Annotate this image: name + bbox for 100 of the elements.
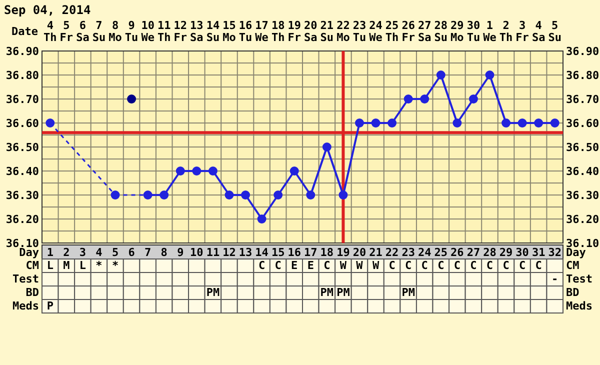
- text: *: [96, 259, 102, 272]
- text: C: [518, 259, 526, 272]
- x2-tick-label: 13: [238, 246, 252, 259]
- point: [143, 190, 152, 200]
- x2-tick-label: 23: [402, 246, 415, 259]
- x-tick-label: 5 Su: [548, 19, 562, 44]
- x-tick-label: 26 Fr: [402, 19, 416, 44]
- x2-tick-label: 4: [96, 246, 103, 259]
- y2-tick-label: 36.70: [566, 93, 600, 106]
- x-tick-label: 14 Su: [206, 19, 220, 44]
- x-tick-label: 15 Mo: [222, 19, 236, 44]
- x2-tick-label: 26: [450, 246, 464, 259]
- point: [241, 190, 250, 200]
- text: L: [46, 259, 54, 272]
- x2-tick-label: 21: [369, 246, 383, 259]
- x-tick-label: 12 Fr: [174, 19, 188, 44]
- category-label: Test: [12, 272, 39, 286]
- x2-tick-label: 27: [466, 246, 480, 259]
- y2-tick-label: 36.40: [566, 165, 600, 178]
- category-label: BD: [566, 286, 580, 299]
- point: [192, 166, 202, 176]
- point: [274, 190, 283, 200]
- y-tick-label: 36.70: [6, 93, 39, 106]
- x2-tick-label: 2: [63, 246, 70, 259]
- y-tick-label: 36.50: [6, 141, 39, 154]
- chart-title: Sep 04, 2014: [4, 3, 91, 17]
- y-tick-label: 36.30: [6, 189, 39, 202]
- x-tick-label: 28 Su: [434, 19, 448, 44]
- x-tick-label: 25 Th: [385, 19, 399, 44]
- text: W: [340, 259, 347, 272]
- text: C: [274, 259, 282, 272]
- text: W: [372, 259, 380, 272]
- x-tick-label: 23 Tu: [352, 19, 366, 44]
- point: [534, 118, 544, 128]
- point: [388, 118, 397, 128]
- text: C: [486, 259, 494, 272]
- x2-tick-label: 29: [499, 246, 513, 259]
- x2-tick-label: 6: [128, 246, 136, 259]
- x2-tick-label: 1: [46, 246, 54, 259]
- x2-tick-label: 8: [160, 246, 168, 259]
- point: [518, 118, 527, 128]
- text: P: [46, 300, 54, 312]
- point: [550, 118, 560, 128]
- category-label: CM: [566, 259, 580, 272]
- x-tick-label: 7 Su: [92, 19, 106, 44]
- x-tick-label: 21 Su: [320, 19, 334, 44]
- x2-tick-label: 31: [532, 246, 546, 259]
- category-label: BD: [26, 286, 39, 299]
- x-tick-label: 8 Mo: [108, 19, 122, 44]
- point: [257, 214, 266, 224]
- y2-tick-label: 36.60: [566, 117, 600, 130]
- point: [127, 94, 136, 104]
- x-tick-label: 3 Fr: [516, 19, 530, 44]
- category-label: Meds: [566, 300, 592, 312]
- x-tick-label: 13 Sa: [190, 19, 204, 44]
- text: C: [258, 259, 266, 272]
- point: [322, 142, 332, 152]
- point: [160, 190, 169, 200]
- x-tick-label: 30 Tu: [466, 19, 480, 44]
- text: -: [552, 272, 558, 286]
- point: [338, 190, 348, 200]
- x2-tick-label: 30: [516, 246, 529, 259]
- x2-tick-label: 17: [304, 246, 318, 259]
- y-tick-label: 36.60: [6, 117, 39, 130]
- text: PM: [402, 286, 415, 299]
- text: C: [324, 259, 330, 272]
- x2-tick-label: 12: [222, 246, 236, 259]
- x-tick-label: 9 Tu: [124, 19, 138, 44]
- point: [110, 190, 120, 200]
- category-label: CM: [26, 259, 39, 272]
- point: [502, 118, 511, 128]
- x2-tick-label: 5: [112, 246, 119, 259]
- x-tick-label: 27 Sa: [418, 19, 432, 44]
- x2-axis-title: Day: [19, 246, 40, 259]
- y2-tick-label: 36.50: [566, 141, 600, 154]
- x2-tick-label: 28: [483, 246, 496, 259]
- x2-tick-label: 9: [177, 246, 184, 259]
- text: PM: [336, 286, 350, 299]
- x2-tick-label: 7: [144, 246, 152, 259]
- point: [404, 94, 413, 104]
- point: [354, 118, 364, 128]
- text: PM: [320, 286, 334, 299]
- x-tick-label: 19 Fr: [288, 19, 302, 44]
- x2-tick-label: 32: [548, 246, 562, 259]
- point: [452, 118, 462, 128]
- x2-tick-label: 20: [352, 246, 366, 259]
- text: PM: [206, 286, 220, 299]
- text: *: [112, 259, 119, 272]
- x-tick-label: 4 Sa: [532, 19, 546, 44]
- x2-tick-label: 14: [255, 246, 269, 259]
- x-tick-label: 5 Fr: [60, 19, 74, 44]
- point: [290, 166, 299, 176]
- point: [485, 70, 494, 80]
- text: C: [421, 259, 428, 272]
- x2-tick-label: 15: [271, 246, 285, 259]
- text: C: [388, 259, 396, 272]
- x-tick-label: 24 We: [369, 19, 383, 44]
- point: [224, 190, 234, 200]
- y2-tick-label: 36.20: [566, 213, 600, 226]
- x2-tick-label: 16: [288, 246, 302, 259]
